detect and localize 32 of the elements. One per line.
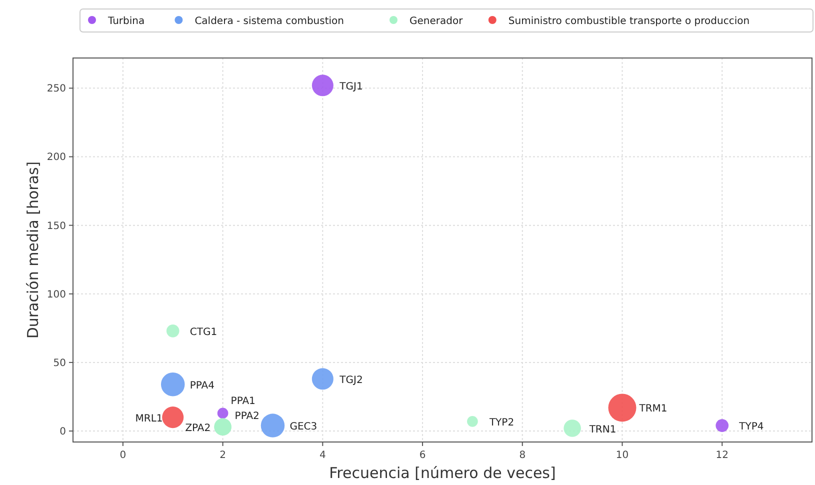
x-tick-label: 0 bbox=[120, 450, 126, 461]
annotation: TRN1 bbox=[588, 424, 616, 436]
annotation: CTG1 bbox=[190, 326, 218, 338]
annotation: TGJ1 bbox=[338, 81, 363, 92]
legend-label: Turbina bbox=[107, 16, 145, 27]
y-tick-label: 100 bbox=[46, 289, 66, 300]
y-tick-label: 150 bbox=[46, 220, 66, 232]
x-tick-label: 12 bbox=[716, 450, 728, 461]
annotation: PPA1 bbox=[230, 396, 256, 408]
x-tick-label: 8 bbox=[519, 450, 526, 461]
legend-label: Caldera - sistema combustion bbox=[194, 16, 344, 27]
annotation: TRM1 bbox=[638, 404, 668, 415]
x-tick-label: 2 bbox=[220, 450, 226, 461]
x-axis-title: Frecuencia [número de veces] bbox=[329, 464, 556, 482]
y-tick-label: 250 bbox=[46, 84, 66, 95]
annotation: PPA4 bbox=[190, 380, 214, 392]
y-tick-label: 200 bbox=[46, 152, 66, 164]
x-tick-label: 4 bbox=[319, 450, 326, 461]
annotation: ZPA2 bbox=[185, 422, 211, 434]
legend-label: Generador bbox=[410, 16, 464, 27]
annotation: PPA2 bbox=[234, 410, 260, 422]
y-tick-label: 50 bbox=[53, 358, 66, 369]
y-tick-label: 0 bbox=[60, 426, 66, 438]
annotation: TGJ2 bbox=[338, 374, 363, 386]
legend-label: Suministro combustible transporte o produccion bbox=[508, 16, 750, 27]
annotation: MRL1 bbox=[135, 413, 163, 424]
annotation: TYP2 bbox=[488, 417, 514, 428]
y-axis-title: Duración media [horas] bbox=[24, 161, 42, 339]
annotation: TYP4 bbox=[738, 422, 764, 433]
annotation: GEC3 bbox=[290, 422, 318, 433]
x-tick-label: 10 bbox=[616, 450, 629, 461]
x-tick-label: 6 bbox=[419, 450, 426, 461]
